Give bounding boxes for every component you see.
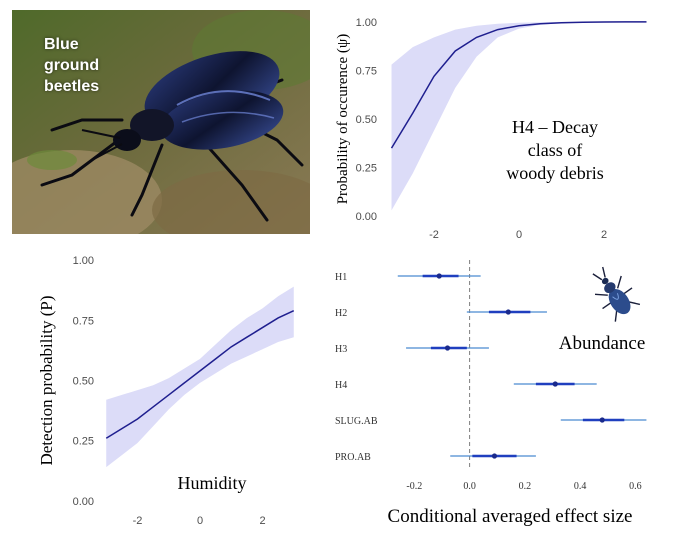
decay-y-tick-label: 1.00: [356, 17, 377, 29]
decay-x-tick-label: 0: [516, 229, 522, 240]
humidity-x-tick-label: -2: [133, 515, 143, 527]
humidity-chart: 0.00 0.25 0.50 0.75 1.00 -2 0 2 Detection probab…: [37, 255, 295, 527]
effect-size-chart: H1 H2 H3 H4 SLUG.AB PRO.AB -0.2 0.0 0.2 0.4 0.6 Con…: [335, 260, 647, 527]
humidity-x-tick-label: 2: [259, 515, 265, 527]
effect-estimate-point: [444, 345, 451, 351]
humidity-y-tick-label: 0.25: [73, 436, 94, 448]
decay-y-axis-label: Probability of occurence (ψ): [335, 34, 351, 205]
effect-row-label: H3: [335, 344, 347, 355]
effect-x-axis-label: Conditional averaged effect size: [388, 506, 633, 527]
effect-x-tick-label: -0.2: [406, 481, 422, 492]
decay-annotation: H4 – Decay class of woody debris: [506, 117, 604, 183]
humidity-x-tick-label: 0: [197, 515, 203, 527]
decay-y-tick-label: 0.50: [356, 114, 377, 126]
humidity-y-axis-label: Detection probability (P): [37, 296, 56, 466]
humidity-y-tick-label: 1.00: [73, 255, 94, 267]
effect-estimate-point: [505, 309, 511, 315]
effect-x-tick-label: 0.4: [574, 481, 587, 492]
humidity-annotation: Humidity: [177, 473, 246, 493]
effect-x-tick-label: 0.2: [519, 481, 532, 492]
humidity-y-tick-label: 0.50: [73, 376, 94, 388]
effect-estimate-point: [552, 381, 558, 387]
decay-chart: 0.00 0.25 0.50 0.75 1.00 -2 0 2 Probability of o…: [335, 17, 647, 240]
beetle-photo: Blue ground beetles: [12, 10, 310, 234]
effect-x-tick-label: 0.6: [629, 481, 642, 492]
beetle-icon: [592, 266, 641, 322]
effect-annotation: Abundance: [559, 333, 646, 354]
humidity-fitted-line: [105, 310, 295, 439]
decay-y-tick-label: 0.00: [356, 211, 377, 223]
effect-x-tick-label: 0.0: [463, 481, 476, 492]
beetle-photo-image: [12, 10, 310, 234]
decay-x-tick-label: 2: [601, 229, 607, 240]
decay-x-tick-label: -2: [429, 229, 439, 240]
photo-label: Blue ground beetles: [44, 36, 100, 95]
effect-estimate-point: [436, 273, 442, 279]
effect-estimate-point: [491, 453, 498, 459]
effect-row-label: H4: [335, 380, 347, 391]
humidity-confidence-ribbon: [106, 286, 294, 468]
effect-row-label: PRO.AB: [335, 452, 371, 463]
decay-fitted-line: [390, 21, 647, 149]
effect-row-label: SLUG.AB: [335, 416, 378, 427]
decay-y-tick-label: 0.25: [356, 163, 377, 175]
effect-row-label: H1: [335, 272, 347, 283]
decay-y-tick-label: 0.75: [356, 65, 377, 77]
decay-confidence-ribbon: [391, 21, 647, 211]
humidity-y-tick-label: 0.00: [73, 496, 94, 508]
effect-estimate-point: [599, 417, 605, 423]
humidity-y-tick-label: 0.75: [73, 315, 94, 327]
effect-row-label: H2: [335, 308, 347, 319]
